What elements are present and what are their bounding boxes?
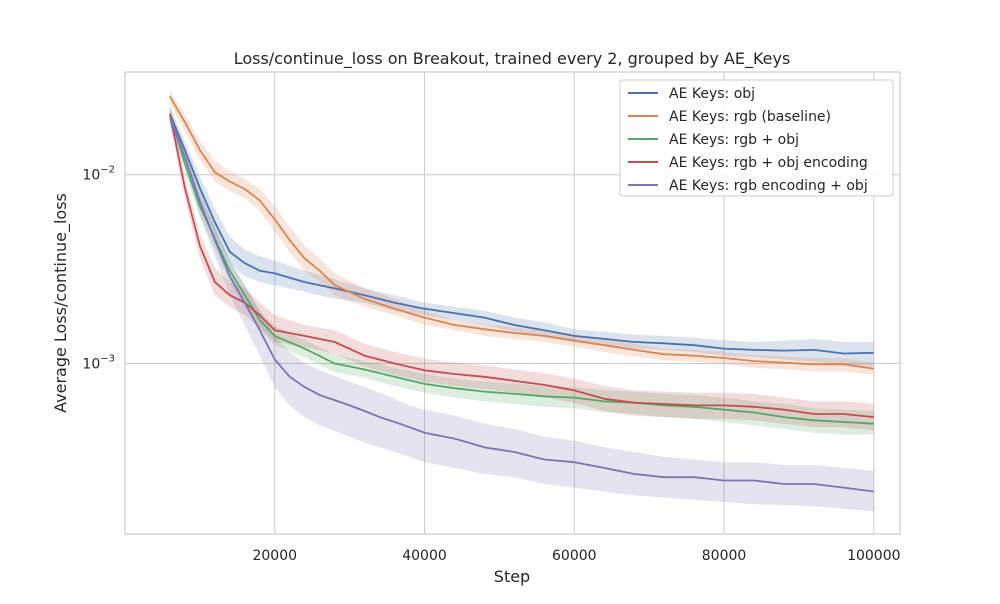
- confidence-band-5: [169, 110, 874, 512]
- x-tick-label: 40000: [402, 548, 447, 564]
- y-axis-label: Average Loss/continue_loss: [51, 193, 71, 413]
- x-axis-ticks: 20000 40000 60000 80000 100000: [252, 548, 900, 564]
- legend-label: AE Keys: rgb (baseline): [669, 109, 831, 125]
- chart-title: Loss/continue_loss on Breakout, trained …: [234, 49, 791, 69]
- y-tick-label: 10−2: [82, 165, 115, 184]
- confidence-band-4: [169, 106, 874, 431]
- legend-label: AE Keys: obj: [669, 86, 755, 102]
- legend-label: AE Keys: rgb + obj: [669, 132, 799, 148]
- plot-frame: [124, 71, 901, 535]
- legend-label: AE Keys: rgb encoding + obj: [669, 178, 868, 194]
- confidence-band-1: [169, 106, 874, 367]
- series-line-4: [169, 113, 874, 418]
- series-line-2: [169, 95, 874, 370]
- x-tick-label: 80000: [702, 548, 747, 564]
- series-lines: [169, 95, 874, 493]
- legend-box: [619, 79, 894, 197]
- x-tick-label: 100000: [847, 548, 900, 564]
- y-axis-ticks: 10−2 10−3: [82, 165, 115, 373]
- series-line-1: [169, 113, 874, 355]
- x-tick-label: 60000: [552, 548, 597, 564]
- legend: AE Keys: obj AE Keys: rgb (baseline) AE Ke…: [619, 79, 894, 197]
- x-axis-label: Step: [494, 567, 530, 586]
- confidence-bands: [169, 90, 874, 512]
- y-tick-label: 10−3: [82, 354, 115, 373]
- legend-label: AE Keys: rgb + obj encoding: [669, 155, 868, 171]
- series-line-3: [169, 113, 874, 425]
- series-line-5: [169, 117, 874, 493]
- x-tick-label: 20000: [252, 548, 297, 564]
